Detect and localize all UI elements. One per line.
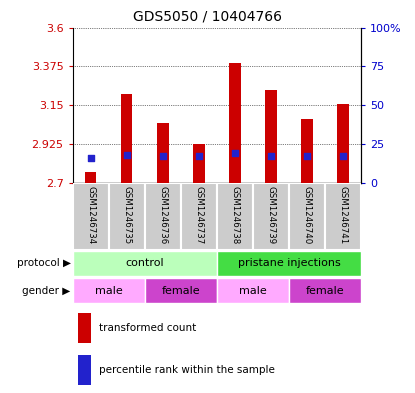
Text: GSM1246740: GSM1246740 — [303, 185, 312, 244]
Bar — [145, 183, 181, 250]
Bar — [193, 144, 205, 183]
Text: male: male — [95, 286, 122, 296]
Text: gender ▶: gender ▶ — [22, 286, 71, 296]
Bar — [217, 183, 253, 250]
Text: female: female — [306, 286, 344, 296]
Text: pristane injections: pristane injections — [237, 258, 340, 268]
Bar — [289, 278, 361, 303]
Bar — [289, 183, 325, 250]
Bar — [73, 251, 217, 276]
Bar — [121, 94, 132, 183]
Point — [195, 153, 202, 160]
Text: GSM1246737: GSM1246737 — [194, 185, 203, 244]
Bar — [229, 63, 241, 183]
Bar — [301, 119, 313, 183]
Text: percentile rank within the sample: percentile rank within the sample — [99, 365, 274, 375]
Bar — [78, 313, 91, 343]
Point — [87, 155, 94, 162]
Bar — [109, 183, 145, 250]
Point — [232, 150, 238, 156]
Point — [304, 153, 310, 160]
Bar — [253, 183, 289, 250]
Text: GSM1246738: GSM1246738 — [230, 185, 239, 244]
Bar — [217, 251, 361, 276]
Bar — [337, 104, 349, 183]
Bar — [157, 123, 168, 183]
Text: transformed count: transformed count — [99, 323, 196, 333]
Text: GSM1246736: GSM1246736 — [158, 185, 167, 244]
Bar — [73, 183, 109, 250]
Bar — [78, 355, 91, 385]
Text: control: control — [125, 258, 164, 268]
Text: protocol ▶: protocol ▶ — [17, 258, 71, 268]
Text: female: female — [161, 286, 200, 296]
Bar — [85, 172, 96, 183]
Point — [123, 152, 130, 158]
Text: GSM1246735: GSM1246735 — [122, 185, 131, 244]
Bar — [265, 90, 277, 183]
Point — [268, 153, 274, 159]
Bar — [73, 278, 145, 303]
Point — [340, 153, 347, 160]
Point — [159, 153, 166, 159]
Bar — [325, 183, 361, 250]
Text: GSM1246734: GSM1246734 — [86, 185, 95, 244]
Text: GSM1246741: GSM1246741 — [339, 185, 347, 244]
Text: GSM1246739: GSM1246739 — [266, 186, 276, 244]
Bar — [217, 278, 289, 303]
Bar — [181, 183, 217, 250]
Text: GDS5050 / 10404766: GDS5050 / 10404766 — [133, 10, 282, 24]
Bar — [145, 278, 217, 303]
Text: male: male — [239, 286, 267, 296]
